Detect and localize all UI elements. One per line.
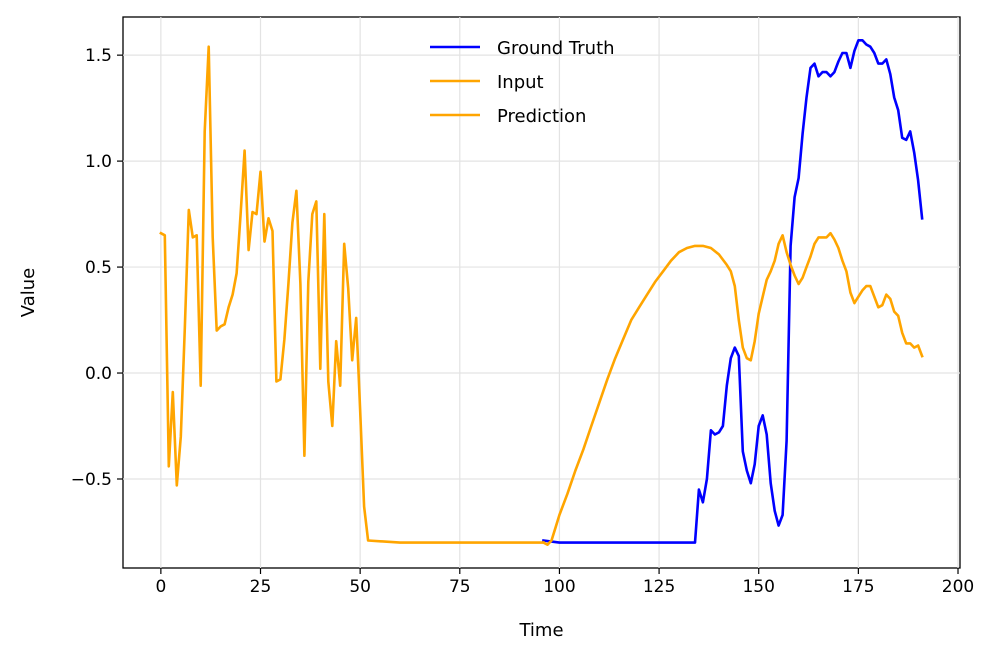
legend: Ground Truth Input Prediction: [430, 38, 615, 127]
y-tick-label: 1.5: [85, 46, 112, 66]
y-axis-label: Value: [18, 268, 39, 317]
legend-label-prediction: Prediction: [497, 106, 586, 127]
ground-truth-line: [542, 39, 924, 544]
prediction-line: [541, 231, 924, 546]
legend-label-ground-truth: Ground Truth: [497, 38, 615, 59]
x-tick-label: 200: [942, 577, 974, 597]
y-tick-label: −0.5: [71, 470, 112, 490]
y-tick-label: 0.5: [85, 258, 112, 278]
x-axis-label: Time: [518, 620, 563, 641]
x-tick-label: 75: [449, 577, 471, 597]
grid-lines: [123, 17, 960, 568]
y-tick-label: 1.0: [85, 152, 112, 172]
x-tick-label: 125: [643, 577, 675, 597]
x-tick-label: 100: [543, 577, 575, 597]
x-tick-label: 0: [155, 577, 166, 597]
x-tick-label: 50: [349, 577, 371, 597]
input-line: [159, 45, 545, 544]
x-tick-label: 25: [250, 577, 272, 597]
x-tick-label: 175: [842, 577, 874, 597]
series-layer: [159, 39, 924, 546]
y-tick-label: 0.0: [85, 364, 112, 384]
x-tick-label: 150: [742, 577, 774, 597]
legend-label-input: Input: [497, 72, 544, 93]
axes: 0 25 50 75 100 125 150 175 200 −0.5 0.0 0.5 1.0 1.5: [71, 46, 975, 597]
plot-area: [122, 16, 961, 569]
